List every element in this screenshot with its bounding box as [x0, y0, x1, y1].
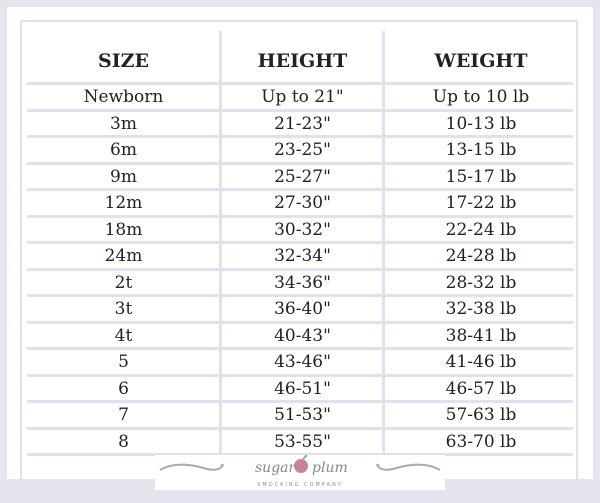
size-cell: 4t [114, 325, 133, 346]
height-cell: 36-40" [274, 299, 331, 319]
sugar-plum-logo: sugar plum SMOCKING COMPANY [155, 454, 445, 490]
row-divider [27, 135, 573, 138]
weight-cell: 32-38 lb [445, 299, 517, 319]
height-cell: 30-32" [274, 219, 331, 240]
weight-cell: 63-70 lb [445, 431, 517, 452]
row-divider [27, 373, 573, 377]
svg-text:SMOCKING COMPANY: SMOCKING COMPANY [257, 482, 343, 488]
weight-cell: 38-41 lb [445, 325, 517, 346]
size-cell: 6m [110, 140, 137, 160]
height-cell: 25-27" [274, 166, 331, 187]
header-weight: WEIGHT [434, 50, 528, 72]
svg-text:plum: plum [312, 460, 348, 476]
height-cell: 21-23" [274, 113, 331, 134]
weight-cell: 22-24 lb [445, 219, 517, 240]
column-divider [219, 31, 222, 461]
row-divider [27, 82, 573, 85]
size-cell: 5 [118, 352, 129, 372]
height-cell: 46-51" [274, 378, 331, 399]
size-cell: 12m [104, 193, 143, 213]
size-cell: 3t [114, 299, 133, 319]
height-cell: 23-25" [274, 140, 331, 160]
height-cell: 32-34" [274, 246, 331, 266]
weight-cell: 24-28 lb [445, 246, 517, 266]
row-divider [27, 320, 573, 324]
weight-cell: 13-15 lb [445, 140, 517, 160]
height-cell: Up to 21" [261, 87, 344, 107]
row-divider [27, 241, 573, 244]
weight-cell: 10-13 lb [445, 113, 517, 134]
svg-text:sugar: sugar [255, 460, 297, 476]
row-divider [27, 426, 573, 430]
table-frame [20, 20, 578, 482]
row-divider [27, 453, 573, 456]
height-cell: 53-55" [274, 431, 331, 452]
size-cell: 2t [114, 272, 133, 293]
size-cell: 24m [104, 246, 143, 266]
row-divider [27, 400, 573, 403]
size-cell: Newborn [83, 87, 164, 107]
size-cell: 6 [118, 378, 129, 399]
weight-cell: Up to 10 lb [432, 87, 530, 107]
weight-cell: 41-46 lb [445, 352, 517, 372]
weight-cell: 46-57 lb [445, 378, 517, 399]
row-divider [27, 188, 573, 191]
header-size: SIZE [98, 50, 149, 72]
weight-cell: 17-22 lb [445, 193, 517, 213]
row-divider [27, 108, 573, 112]
size-cell: 7 [118, 405, 129, 425]
row-divider [27, 294, 573, 297]
weight-cell: 57-63 lb [445, 405, 517, 425]
row-divider [27, 214, 573, 218]
column-divider [382, 31, 385, 461]
height-cell: 34-36" [274, 272, 331, 293]
height-cell: 43-46" [274, 352, 331, 372]
size-cell: 8 [118, 431, 129, 452]
size-cell: 9m [110, 166, 137, 187]
height-cell: 40-43" [274, 325, 331, 346]
weight-cell: 28-32 lb [445, 272, 517, 293]
height-cell: 51-53" [274, 405, 331, 425]
row-divider [27, 267, 573, 271]
row-divider [27, 347, 573, 350]
row-divider [27, 161, 573, 165]
weight-cell: 15-17 lb [445, 166, 517, 187]
size-cell: 3m [110, 113, 137, 134]
header-height: HEIGHT [257, 50, 348, 72]
height-cell: 27-30" [274, 193, 331, 213]
size-cell: 18m [104, 219, 143, 240]
